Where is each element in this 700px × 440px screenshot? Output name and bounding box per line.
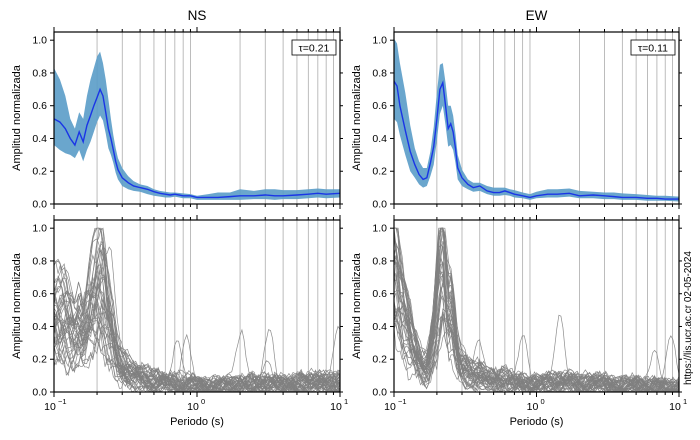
tau-box xyxy=(630,39,676,56)
trace-line xyxy=(54,273,340,392)
trace-line xyxy=(54,326,340,392)
x-axis xyxy=(53,215,341,397)
x-tick-exponent: −1 xyxy=(398,397,407,406)
x-tick-label: 10 xyxy=(330,401,342,413)
y-tick-label: 0.2 xyxy=(372,166,387,178)
tau-label: τ=0.11 xyxy=(638,43,668,55)
panel-ew-mean: 0.0 0.2 0.4 0.6 0.8 1.0 Amplitud normalizada EW… xyxy=(351,8,682,211)
y-tick-label: 0.6 xyxy=(372,288,387,300)
x-axis-label: Periodo (s) xyxy=(510,416,564,428)
x-tick-label: 10 xyxy=(187,401,199,413)
tau-label: τ=0.21 xyxy=(299,43,330,55)
panel-title: NS xyxy=(188,8,207,23)
x-axis xyxy=(53,27,341,209)
x-axis xyxy=(393,215,680,397)
x-tick-exponent: 0 xyxy=(201,397,205,406)
y-tick-label: 0.8 xyxy=(372,67,387,79)
y-tick-label: 1.0 xyxy=(372,35,387,47)
y-tick-label: 0.4 xyxy=(32,321,47,333)
y-tick-label: 0.6 xyxy=(372,100,387,112)
tau-box xyxy=(291,39,337,56)
y-axis-label: Amplitud normalizada xyxy=(351,64,363,171)
y-axis: 0.0 0.2 0.4 0.6 0.8 1.0 xyxy=(32,223,343,399)
panel-title: EW xyxy=(526,8,548,23)
y-tick-label: 0.2 xyxy=(32,354,47,366)
y-tick-label: 1.0 xyxy=(372,223,387,235)
x-tick-exponent: 1 xyxy=(344,397,348,406)
y-tick-label: 0.2 xyxy=(372,354,387,366)
mean-line xyxy=(394,80,679,200)
std-band xyxy=(394,38,679,202)
std-band xyxy=(54,51,340,200)
trace-line xyxy=(394,240,679,392)
trace-line xyxy=(394,277,679,392)
y-tick-label: 0.0 xyxy=(32,387,47,399)
vgrid-lines xyxy=(96,220,334,392)
y-tick-label: 0.8 xyxy=(372,255,387,267)
x-tick-label: 10 xyxy=(384,401,396,413)
y-tick-label: 0.0 xyxy=(32,199,47,211)
y-tick-label: 1.0 xyxy=(32,35,47,47)
y-tick-label: 0.0 xyxy=(372,199,387,211)
y-axis-label: Amplitud normalizada xyxy=(11,252,23,359)
panel-ns-mean: 0.0 0.2 0.4 0.6 0.8 1.0 Amplitud normalizada NS… xyxy=(11,8,343,211)
x-axis xyxy=(393,27,680,209)
x-tick-exponent: 0 xyxy=(541,397,545,406)
trace-line xyxy=(54,262,340,392)
trace-line xyxy=(394,227,679,392)
y-tick-label: 0.2 xyxy=(32,166,47,178)
watermark-text: https://lis.ucr.ac.cr 02-05-2024 xyxy=(683,251,694,385)
y-tick-label: 0.4 xyxy=(372,321,387,333)
trace-line xyxy=(54,269,340,392)
x-tick-label: 10 xyxy=(44,401,56,413)
x-tick-exponent: 1 xyxy=(683,397,687,406)
y-tick-label: 0.4 xyxy=(32,133,47,145)
y-tick-label: 0.6 xyxy=(32,100,47,112)
y-axis: 0.0 0.2 0.4 0.6 0.8 1.0 xyxy=(372,223,682,399)
y-tick-label: 0.8 xyxy=(32,255,47,267)
mean-line xyxy=(54,87,340,199)
trace-group xyxy=(394,227,679,392)
trace-line xyxy=(54,227,340,392)
trace-group xyxy=(54,227,340,392)
x-tick-label: 10 xyxy=(527,401,539,413)
y-axis-label: Amplitud normalizada xyxy=(11,64,23,171)
y-axis: 0.0 0.2 0.4 0.6 0.8 1.0 xyxy=(32,35,343,211)
y-tick-label: 0.6 xyxy=(32,288,47,300)
y-tick-label: 0.4 xyxy=(372,133,387,145)
vgrid-lines xyxy=(96,32,334,204)
y-tick-label: 1.0 xyxy=(32,223,47,235)
x-tick-exponent: −1 xyxy=(58,397,67,406)
y-axis: 0.0 0.2 0.4 0.6 0.8 1.0 xyxy=(372,35,682,211)
x-axis-label: Periodo (s) xyxy=(170,416,224,428)
vgrid-lines xyxy=(436,32,673,204)
y-tick-label: 0.8 xyxy=(32,67,47,79)
y-axis-label: Amplitud normalizada xyxy=(351,252,363,359)
y-tick-label: 0.0 xyxy=(372,387,387,399)
x-tick-label: 10 xyxy=(669,401,681,413)
trace-line xyxy=(394,292,679,392)
